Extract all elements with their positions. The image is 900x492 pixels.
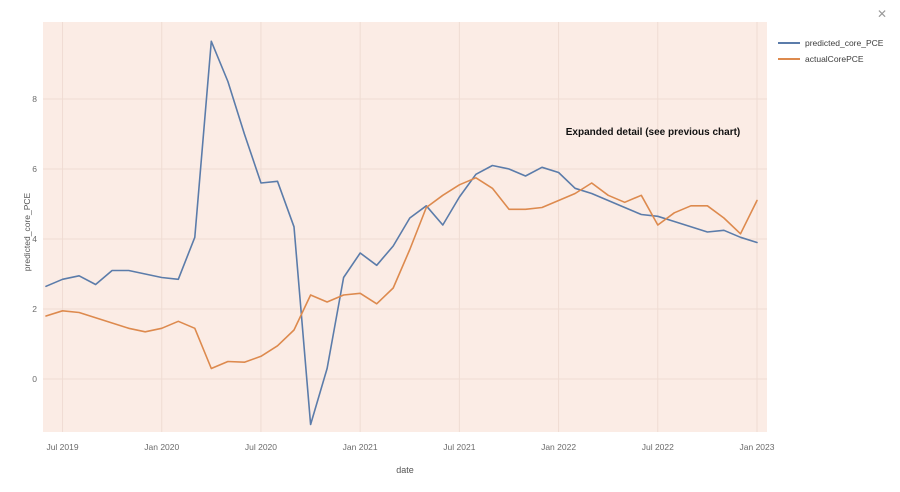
legend-line-swatch bbox=[778, 42, 800, 44]
series-line-actualCorePCE bbox=[45, 177, 758, 370]
y-tick-label: 6 bbox=[32, 164, 37, 174]
x-tick-label: Jan 2020 bbox=[144, 442, 179, 452]
x-tick-label: Jan 2022 bbox=[541, 442, 576, 452]
x-tick-label: Jul 2019 bbox=[46, 442, 78, 452]
y-tick-label: 4 bbox=[32, 234, 37, 244]
legend-item-label: actualCorePCE bbox=[805, 54, 864, 64]
legend-item-predicted[interactable]: predicted_core_PCE bbox=[778, 38, 883, 48]
y-axis-label: predicted_core_PCE bbox=[22, 192, 32, 272]
x-tick-label: Jul 2021 bbox=[443, 442, 475, 452]
legend-item-actual[interactable]: actualCorePCE bbox=[778, 54, 883, 64]
x-tick-label: Jan 2021 bbox=[343, 442, 378, 452]
y-tick-label: 8 bbox=[32, 94, 37, 104]
x-tick-label: Jul 2022 bbox=[642, 442, 674, 452]
x-tick-label: Jul 2020 bbox=[245, 442, 277, 452]
legend-item-label: predicted_core_PCE bbox=[805, 38, 884, 48]
chart-annotation: Expanded detail (see previous chart) bbox=[565, 127, 741, 138]
series-line-predicted_core_PCE bbox=[45, 40, 758, 426]
y-tick-label: 0 bbox=[32, 374, 37, 384]
legend-line-swatch bbox=[778, 58, 800, 60]
y-tick-label: 2 bbox=[32, 304, 37, 314]
legend: predicted_core_PCE actualCorePCE bbox=[778, 38, 883, 70]
close-icon[interactable]: ✕ bbox=[876, 7, 888, 21]
x-axis-label: date bbox=[396, 465, 414, 475]
x-tick-label: Jan 2023 bbox=[740, 442, 775, 452]
